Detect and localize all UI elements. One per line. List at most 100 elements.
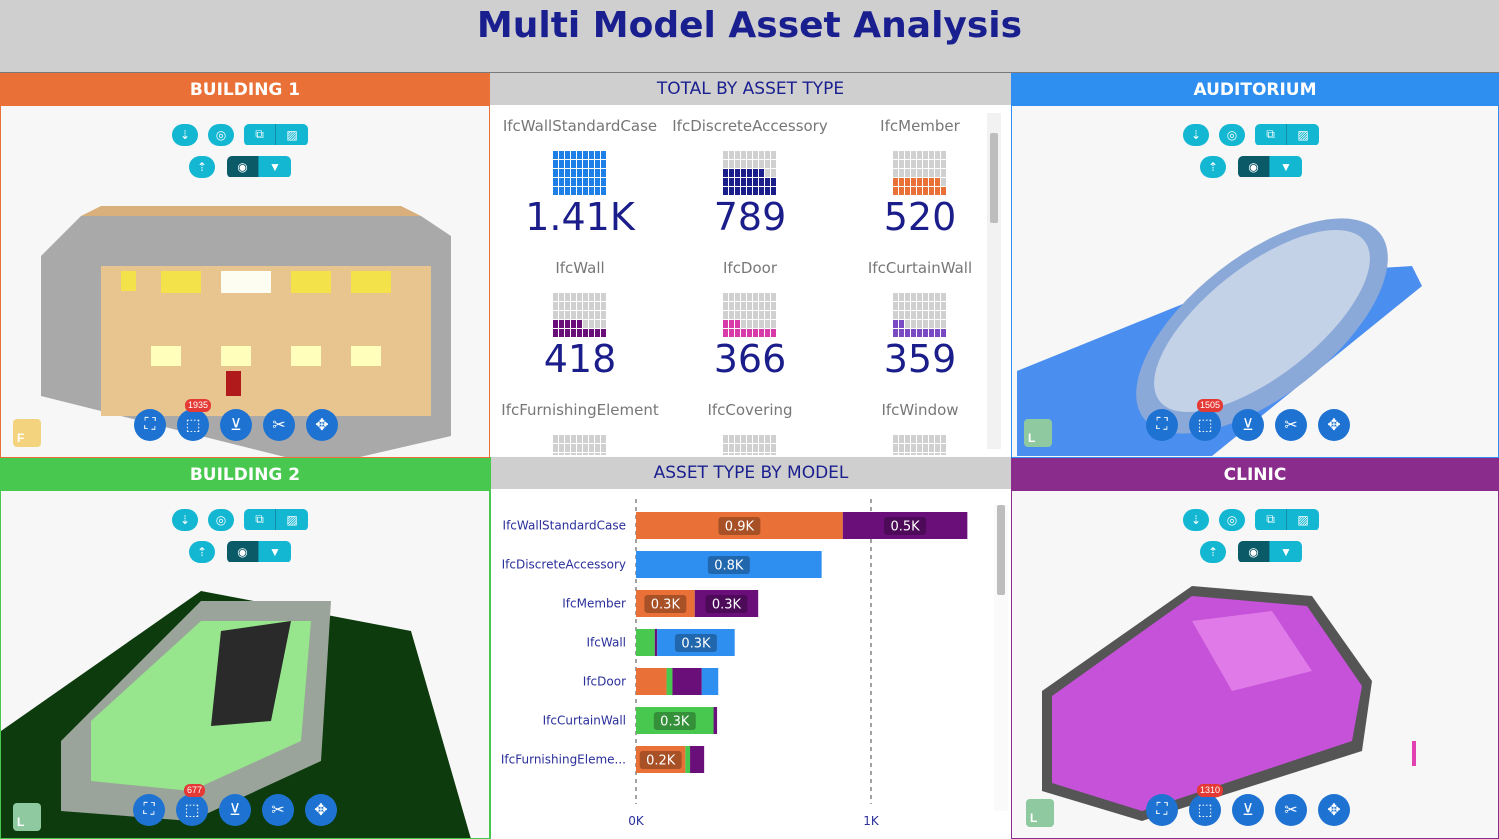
filter-icon[interactable]: ▼ — [259, 156, 291, 177]
fit-icon[interactable]: ⛶ — [134, 409, 166, 441]
filter-icon[interactable]: ▼ — [1270, 541, 1302, 562]
hatch-icon[interactable]: ▨ — [1287, 509, 1319, 530]
x-tick-label: 0K — [628, 814, 645, 828]
kpi-waffle-icon — [553, 151, 607, 197]
record-icon[interactable]: ◉ — [1238, 541, 1270, 562]
data-label: 0.5K — [890, 520, 920, 535]
fit-icon[interactable]: ⛶ — [133, 794, 165, 826]
target-icon[interactable]: ◎ — [208, 124, 234, 146]
category-label: IfcWall — [587, 636, 626, 650]
arrow-up-icon[interactable]: ⇡ — [189, 156, 215, 178]
stacked-bar-chart: 0K 1K IfcWallStandardCase 0.9K 0.5K IfcDiscre… — [501, 499, 968, 828]
bar-segment — [701, 668, 719, 695]
select-icon[interactable]: ⬚ 677 — [176, 784, 208, 826]
kpi-card[interactable]: IfcWall 418 — [495, 259, 665, 379]
select-icon[interactable]: ⬚ 1935 — [177, 399, 212, 441]
layers-icon[interactable]: ⧉ — [1255, 124, 1287, 145]
cut-icon[interactable]: ✂ — [263, 409, 295, 441]
fit-icon[interactable]: ⛶ — [1146, 794, 1178, 826]
selection-count-badge: 1310 — [1197, 784, 1224, 797]
selection-count-badge: 1935 — [185, 399, 212, 412]
pan-icon[interactable]: ✥ — [1318, 409, 1350, 441]
arrow-down-icon[interactable]: ⇣ — [172, 509, 198, 531]
arrow-down-icon[interactable]: ⇣ — [1183, 509, 1209, 531]
data-label-bg — [718, 517, 761, 535]
record-icon[interactable]: ◉ — [227, 541, 259, 562]
cut-icon[interactable]: ✂ — [1275, 409, 1307, 441]
category-label: IfcCurtainWall — [543, 714, 626, 728]
record-icon[interactable]: ◉ — [1238, 156, 1270, 177]
kpi-scrollbar[interactable] — [987, 113, 1001, 449]
kpi-label: IfcWallStandardCase — [502, 117, 658, 135]
arrow-down-icon[interactable]: ⇣ — [1183, 124, 1209, 146]
clear-filter-icon[interactable]: ⊻ — [1232, 409, 1264, 441]
pan-icon[interactable]: ✥ — [306, 409, 338, 441]
kpi-label: IfcWall — [555, 259, 605, 277]
model-viewer-building2[interactable]: ⇣ ◎ ⧉ ▨ ⇡ ◉ ▼ ⛶ ⬚ 677 ⊻ ✂ ✥ L — [1, 491, 489, 838]
cut-icon[interactable]: ✂ — [1275, 794, 1307, 826]
kpi-card[interactable]: IfcFurnishingElement — [495, 401, 665, 455]
kpi-card[interactable]: IfcMember 520 — [835, 117, 985, 237]
hatch-icon[interactable]: ▨ — [1287, 124, 1319, 145]
bar-segment — [694, 590, 759, 617]
record-icon[interactable]: ◉ — [227, 156, 259, 177]
data-label: 0.3K — [681, 637, 711, 652]
hatch-icon[interactable]: ▨ — [276, 124, 308, 145]
viewer-toolbar-top: ⇣ ◎ ⧉ ▨ — [172, 509, 308, 531]
kpi-waffle-icon — [553, 435, 607, 455]
clear-filter-icon[interactable]: ⊻ — [220, 409, 252, 441]
view-cube[interactable]: L — [13, 803, 41, 831]
chart-scrollbar-thumb[interactable] — [997, 505, 1005, 595]
clear-filter-icon[interactable]: ⊻ — [1232, 794, 1264, 826]
viewer-toolbar-top: ⇣ ◎ ⧉ ▨ — [1183, 509, 1319, 531]
kpi-card[interactable]: IfcWallStandardCase 1.41K — [495, 117, 665, 237]
kpi-scrollbar-thumb[interactable] — [990, 133, 998, 223]
pan-icon[interactable]: ✥ — [305, 794, 337, 826]
pan-icon[interactable]: ✥ — [1318, 794, 1350, 826]
model-viewer-auditorium[interactable]: ⇣ ◎ ⧉ ▨ ⇡ ◉ ▼ ⛶ ⬚ 1505 ⊻ ✂ ✥ L — [1012, 106, 1498, 457]
hatch-icon[interactable]: ▨ — [276, 509, 308, 530]
layers-icon[interactable]: ⧉ — [244, 124, 276, 145]
bar-segment — [636, 707, 714, 734]
target-icon[interactable]: ◎ — [1219, 509, 1245, 531]
kpi-waffle-icon — [893, 435, 947, 455]
kpi-card[interactable]: IfcCurtainWall 359 — [835, 259, 985, 379]
kpi-card[interactable]: IfcWindow — [835, 401, 985, 455]
chart-scrollbar[interactable] — [994, 505, 1008, 811]
panel-title-building2: BUILDING 2 — [1, 459, 489, 491]
data-label: 0.2K — [646, 754, 676, 769]
filter-icon[interactable]: ▼ — [259, 541, 291, 562]
model-viewer-clinic[interactable]: ⇣ ◎ ⧉ ▨ ⇡ ◉ ▼ ⛶ ⬚ 1310 ⊻ ✂ ✥ L — [1012, 491, 1498, 838]
select-icon[interactable]: ⬚ 1505 — [1189, 399, 1224, 441]
layers-icon[interactable]: ⧉ — [244, 509, 276, 530]
viewer-toolbar-second: ⇡ ◉ ▼ — [1200, 156, 1302, 178]
kpi-card[interactable]: IfcCovering — [665, 401, 835, 455]
category-label: IfcDiscreteAccessory — [502, 558, 626, 572]
x-tick-label: 1K — [863, 814, 880, 828]
view-cube[interactable]: L — [1026, 799, 1054, 827]
kpi-card[interactable]: IfcDoor 366 — [665, 259, 835, 379]
filter-icon[interactable]: ▼ — [1270, 156, 1302, 177]
viewer-toolbar-top: ⇣ ◎ ⧉ ▨ — [1183, 124, 1319, 146]
arrow-up-icon[interactable]: ⇡ — [1200, 156, 1226, 178]
clear-filter-icon[interactable]: ⊻ — [219, 794, 251, 826]
cut-icon[interactable]: ✂ — [262, 794, 294, 826]
kpi-value: 366 — [713, 337, 787, 381]
bar-segment — [690, 746, 705, 773]
bar-segment — [666, 668, 673, 695]
fit-icon[interactable]: ⛶ — [1146, 409, 1178, 441]
kpi-value: 359 — [883, 337, 957, 381]
view-cube[interactable]: L — [1024, 419, 1052, 447]
kpi-card[interactable]: IfcDiscreteAccessory 789 — [665, 117, 835, 237]
arrow-down-icon[interactable]: ⇣ — [172, 124, 198, 146]
model-viewer-building1[interactable]: ⇣ ◎ ⧉ ▨ ⇡ ◉ ▼ ⛶ ⬚ 1935 ⊻ ✂ ✥ F — [1, 106, 489, 457]
arrow-up-icon[interactable]: ⇡ — [1200, 541, 1226, 563]
view-cube[interactable]: F — [13, 419, 41, 447]
data-label-bg — [674, 634, 717, 652]
target-icon[interactable]: ◎ — [208, 509, 234, 531]
viewer-bottom-toolbar: ⛶ ⬚ 677 ⊻ ✂ ✥ — [133, 784, 337, 826]
arrow-up-icon[interactable]: ⇡ — [189, 541, 215, 563]
layers-icon[interactable]: ⧉ — [1255, 509, 1287, 530]
target-icon[interactable]: ◎ — [1219, 124, 1245, 146]
select-icon[interactable]: ⬚ 1310 — [1189, 784, 1224, 826]
